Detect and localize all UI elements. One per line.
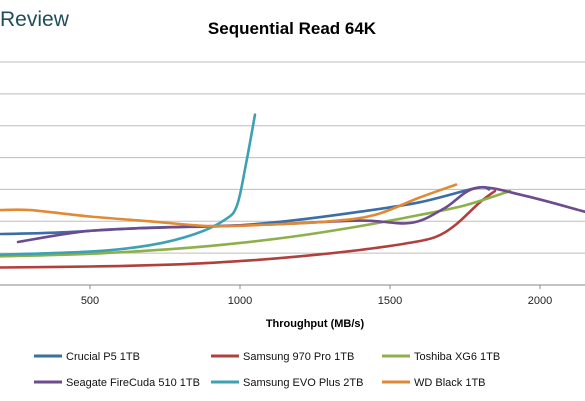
legend-label: Seagate FireCuda 510 1TB	[66, 377, 200, 389]
series-line-3	[0, 189, 512, 258]
x-axis-label: Throughput (MB/s)	[266, 318, 365, 330]
legend-label: Samsung 970 Pro 1TB	[243, 351, 354, 363]
legend-label: WD Black 1TB	[414, 377, 486, 389]
series-line-6	[0, 183, 458, 228]
series-line-2	[0, 189, 497, 269]
x-axis-ticks: 500 1000 1500 2000	[81, 285, 552, 307]
brand-logo-text: Review	[0, 8, 70, 31]
x-tick-label: 1000	[228, 295, 252, 307]
x-tick-label: 1500	[378, 295, 402, 307]
series-line-4	[16, 186, 585, 244]
series-lines	[0, 113, 585, 269]
legend: Crucial P5 1TB Samsung 970 Pro 1TB Toshiba…	[34, 351, 500, 389]
x-tick-label: 2000	[528, 295, 552, 307]
legend-label: Toshiba XG6 1TB	[414, 351, 500, 363]
series-line-1	[0, 185, 491, 236]
legend-label: Samsung EVO Plus 2TB	[243, 377, 363, 389]
chart-title: Sequential Read 64K	[208, 19, 377, 38]
x-tick-label: 500	[81, 295, 99, 307]
legend-label: Crucial P5 1TB	[66, 351, 140, 363]
series-line-5	[0, 113, 257, 256]
